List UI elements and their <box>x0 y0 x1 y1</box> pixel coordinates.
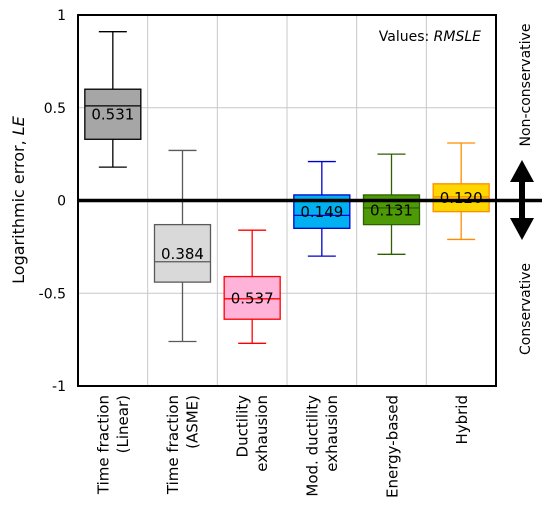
x-category-label-line2: exhausion <box>253 395 271 472</box>
box-4: 0.149 <box>293 160 351 257</box>
box-iqr <box>84 88 142 140</box>
x-category-label-line2: (Linear) <box>114 395 132 453</box>
value-label: 0.384 <box>161 245 204 263</box>
box-iqr <box>153 223 212 283</box>
plot-area-frame <box>77 14 497 387</box>
x-category-label: Ductility exhausion <box>234 395 272 472</box>
side-label-non-conservative: Non-conservative <box>518 24 534 147</box>
side-label-conservative: Conservative <box>518 263 534 355</box>
x-category-label-line1: Hybrid <box>453 395 471 445</box>
x-category-label-line1: Energy-based <box>384 395 402 498</box>
x-category-label: Mod. ductility exhausion <box>303 395 341 497</box>
values-annotation: Values: RMSLE <box>379 29 481 45</box>
arrow-shaft <box>519 181 525 219</box>
x-category-label-line1: Ductility <box>234 395 252 458</box>
x-category-label-line2: exhausion <box>323 395 341 472</box>
box-3: 0.537 <box>223 229 281 344</box>
arrow-up-head <box>510 160 534 182</box>
box-6: 0.120 <box>432 142 490 241</box>
box-iqr <box>432 183 490 213</box>
box-2: 0.384 <box>153 149 212 343</box>
x-category-label-line2: (ASME) <box>184 395 202 449</box>
x-category-label: Energy-based <box>384 395 402 498</box>
x-category-label-line1: Mod. ductility <box>303 395 321 497</box>
value-label: 0.131 <box>370 201 413 219</box>
box-series: 0.531 0.384 0.537 0.149 0.131 0.120 <box>84 31 490 344</box>
y-tick-label: 0 <box>57 194 66 210</box>
value-label: 0.537 <box>231 289 274 307</box>
y-tick-label: -0.5 <box>39 286 66 302</box>
x-category-label-line1: Time fraction <box>164 395 182 495</box>
value-label: 0.149 <box>300 203 343 221</box>
value-label: 0.120 <box>440 189 483 207</box>
y-tick-label: 1 <box>57 8 66 24</box>
value-label: 0.531 <box>91 106 134 124</box>
y-axis-title-symbol: LE <box>9 115 28 135</box>
annotation-prefix: Values: <box>379 29 434 45</box>
x-axis-labels: Time fraction (Linear) Time fraction (ASME)… <box>94 395 471 498</box>
y-tick-label: -1 <box>52 379 66 395</box>
double-arrow-icon <box>510 160 534 240</box>
x-category-label: Time fraction (Linear) <box>94 395 132 495</box>
x-category-label: Time fraction (ASME) <box>164 395 202 495</box>
arrow-down-head <box>510 218 534 240</box>
y-tick-label: 0.5 <box>44 101 66 117</box>
y-axis-ticks: 1 0.5 0 -0.5 -1 <box>39 8 66 395</box>
box-iqr <box>223 275 281 320</box>
y-axis-title-prefix: Logarithmic error, <box>9 135 28 284</box>
x-category-label-line1: Time fraction <box>94 395 112 495</box>
annotation-metric: RMSLE <box>434 29 481 45</box>
box-1: 0.531 <box>84 31 142 168</box>
x-category-label: Hybrid <box>453 395 471 445</box>
y-axis-title: Logarithmic error, LE <box>9 115 28 284</box>
box-5: 0.131 <box>362 153 421 255</box>
